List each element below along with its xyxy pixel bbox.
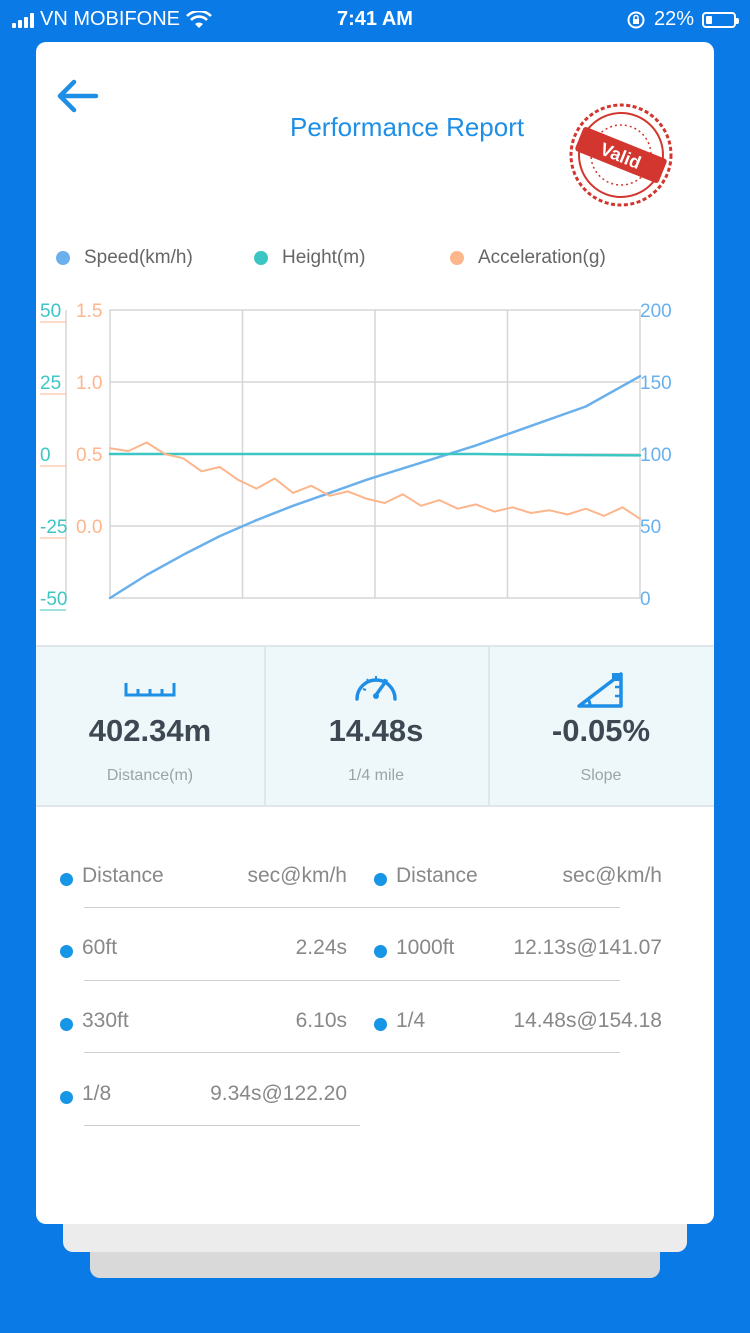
row-divider [84,1125,360,1126]
header-distance: Distance [396,864,478,887]
table-row: 1/8 9.34s@122.20 [60,1080,347,1120]
row-distance: 1/8 [82,1082,112,1105]
table-header-right: Distance sec@km/h [374,862,662,902]
bullet-icon [60,945,73,958]
speed-tick-label: 50 [640,517,661,538]
bullet-icon [60,1091,73,1104]
height-tick-label: -25 [40,517,67,538]
distance-label: Distance(m) [106,767,194,784]
ruler-icon [124,683,176,697]
header-sec-kmh: sec@km/h [562,864,662,887]
legend-acceleration: Acceleration(g) [450,247,606,269]
speed-line [108,374,642,600]
quarter-mile-time: 14.48s [328,713,424,748]
table-row: 1000ft 12.13s@141.07 [374,934,662,974]
arrow-left-icon [57,79,99,113]
legend-speed: Speed(km/h) [56,247,193,269]
stat-slope: -0.05% Slope [488,647,714,805]
back-button[interactable] [52,76,102,116]
height-tick-label: 0 [40,445,51,466]
chart-legend: Speed(km/h) Height(m) Acceleration(g) [36,247,714,277]
status-bar: VN MOBIFONE 7:41 AM 22% [0,0,750,40]
accel-tick-label: 0.0 [76,517,102,538]
table-row: 330ft 6.10s [60,1007,347,1047]
performance-chart: 50 25 0 -25 -50 1.5 1.0 0.5 0.0 200 150 100 50 0 [40,301,672,611]
table-row: 60ft 2.24s [60,934,347,974]
quarter-mile-label: 1/4 mile [347,767,405,784]
legend-acceleration-label: Acceleration(g) [478,247,606,268]
speed-tick-label: 100 [640,445,672,466]
speed-tick-label: 200 [640,301,672,322]
legend-height-dot [254,251,268,265]
bullet-icon [374,945,387,958]
row-time: 2.24s [295,936,347,959]
accel-tick-label: 1.0 [76,373,102,394]
slope-value: -0.05% [551,713,651,748]
table-row: 1/4 14.48s@154.18 [374,1007,662,1047]
row-divider [84,907,620,908]
bullet-icon [60,1018,73,1031]
stat-quarter-mile: 14.48s 1/4 mile [264,647,490,805]
valid-stamp: Valid [569,103,673,207]
wifi-icon [186,10,212,28]
slope-icon [577,672,623,708]
bullet-icon [374,873,387,886]
signal-icon [12,12,34,28]
height-tick-label: 50 [40,301,61,322]
row-time: 12.13s@141.07 [513,936,662,959]
slope-label: Slope [580,767,622,784]
battery-percent: 22% [653,8,694,30]
accel-tick-label: 1.5 [76,301,102,322]
accel-tick-label: 0.5 [76,445,102,466]
distance-value: 402.34m [88,713,212,748]
page-title: Performance Report [290,112,525,142]
row-distance: 330ft [82,1009,129,1032]
orientation-lock-icon [627,11,645,28]
legend-height: Height(m) [254,247,365,269]
report-card: Performance Report Valid Speed(km/h) Hei… [36,42,714,1224]
bullet-icon [60,873,73,886]
battery-icon [702,11,739,28]
row-time: 14.48s@154.18 [513,1009,662,1032]
row-distance: 1000ft [396,936,455,959]
speed-tick-label: 0 [640,589,651,610]
bullet-icon [374,1018,387,1031]
header-distance: Distance [82,864,164,887]
height-tick-label: 25 [40,373,61,394]
row-divider [84,980,620,981]
stat-distance: 402.34m Distance(m) [36,647,266,805]
speed-tick-label: 150 [640,373,672,394]
legend-speed-label: Speed(km/h) [84,247,193,268]
height-tick-label: -50 [40,589,67,610]
legend-height-label: Height(m) [282,247,366,268]
row-divider [84,1052,620,1053]
speedometer-icon [355,676,397,701]
row-time: 9.34s@122.20 [210,1082,347,1105]
stats-panel: 402.34m Distance(m) 14.48s 1/4 mile [36,645,714,807]
row-distance: 60ft [82,936,118,959]
legend-speed-dot [56,251,70,265]
row-distance: 1/4 [396,1009,426,1032]
table-header-left: Distance sec@km/h [60,862,347,902]
acceleration-line [109,441,641,520]
legend-acceleration-dot [450,251,464,265]
status-time: 7:41 AM [337,8,413,30]
header-sec-kmh: sec@km/h [247,864,347,887]
row-time: 6.10s [295,1009,347,1032]
height-line [108,452,642,457]
carrier-name: VN MOBIFONE [40,8,181,30]
